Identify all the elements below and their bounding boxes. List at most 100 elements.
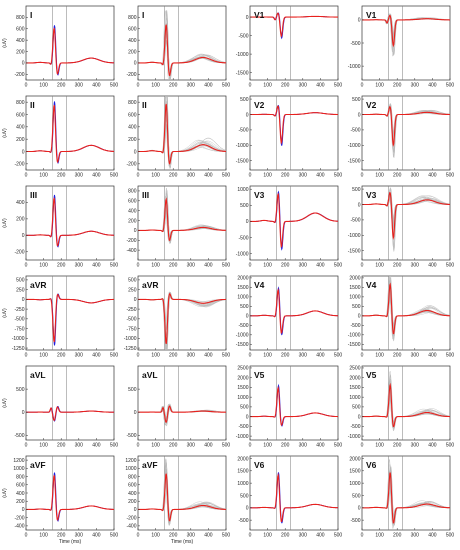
trace-group bbox=[362, 102, 450, 159]
x-tick-label: 0 bbox=[249, 83, 252, 89]
trace-group bbox=[250, 286, 338, 336]
x-tick-label: 200 bbox=[393, 353, 402, 359]
mean-trace-red bbox=[362, 382, 450, 428]
trace-group bbox=[26, 472, 114, 522]
y-tick-label: -500 bbox=[238, 235, 248, 241]
y-tick-label: -1000 bbox=[12, 336, 25, 342]
x-tick-label: 0 bbox=[361, 263, 364, 269]
y-tick-label: -200 bbox=[126, 72, 136, 78]
trace-group bbox=[362, 186, 450, 252]
y-tick-label: 1000 bbox=[13, 466, 24, 472]
mean-trace-red bbox=[250, 105, 338, 145]
y-tick-label: 500 bbox=[16, 387, 25, 393]
lead-label: I bbox=[142, 10, 144, 20]
x-tick-label: 100 bbox=[151, 533, 160, 539]
y-tick-label: 800 bbox=[128, 189, 137, 195]
y-tick-label: 250 bbox=[128, 287, 137, 293]
y-tick-label: 400 bbox=[16, 38, 25, 44]
y-tick-label: 2000 bbox=[349, 456, 360, 462]
y-tick-label: 500 bbox=[352, 97, 361, 103]
x-tick-label: 100 bbox=[39, 83, 48, 89]
lead-label: II bbox=[30, 100, 35, 110]
x-tick-label: 200 bbox=[393, 263, 402, 269]
x-tick-label: 400 bbox=[428, 83, 437, 89]
x-tick-label: 400 bbox=[204, 83, 213, 89]
y-tick-label: 1500 bbox=[237, 469, 248, 475]
y-tick-label: -400 bbox=[126, 524, 136, 530]
x-tick-label: 0 bbox=[137, 263, 140, 269]
trace-group bbox=[362, 370, 450, 432]
y-tick-label: 200 bbox=[16, 499, 25, 505]
y-tick-label: 400 bbox=[16, 200, 25, 206]
mean-trace-red bbox=[250, 192, 338, 249]
panel-aVR-a: aVR -1250 -1000 -750 -500 -250 0 250 500 0 100 200 3… bbox=[2, 275, 118, 359]
y-tick-label: -500 bbox=[14, 433, 24, 439]
x-tick-label: 500 bbox=[334, 83, 343, 89]
x-tick-label: 100 bbox=[375, 263, 384, 269]
y-tick-label: 0 bbox=[358, 112, 361, 118]
y-tick-label: -1000 bbox=[124, 336, 137, 342]
x-tick-label: 400 bbox=[316, 83, 325, 89]
x-tick-label: 300 bbox=[187, 353, 196, 359]
x-tick-label: 400 bbox=[92, 533, 101, 539]
y-tick-label: 2000 bbox=[349, 276, 360, 282]
y-tick-label: -1500 bbox=[236, 342, 249, 348]
x-tick-label: 0 bbox=[249, 443, 252, 449]
y-tick-label: 1000 bbox=[349, 395, 360, 401]
x-tick-label: 500 bbox=[222, 533, 231, 539]
mean-trace-red bbox=[250, 12, 338, 38]
lead-label: V2 bbox=[254, 100, 265, 110]
x-axis-label: Time (ms) bbox=[59, 539, 82, 545]
y-tick-label: 1200 bbox=[13, 458, 24, 464]
x-tick-label: 0 bbox=[25, 263, 28, 269]
trace-group bbox=[26, 101, 114, 164]
y-tick-label: 800 bbox=[16, 474, 25, 480]
y-tick-label: -1000 bbox=[236, 52, 249, 58]
x-tick-label: 500 bbox=[334, 173, 343, 179]
mean-trace-red bbox=[362, 472, 450, 524]
y-tick-label: -400 bbox=[14, 524, 24, 530]
lead-label: V5 bbox=[366, 370, 377, 380]
mean-trace-red bbox=[138, 24, 226, 77]
x-tick-label: 200 bbox=[57, 173, 66, 179]
y-tick-label: 500 bbox=[240, 203, 249, 209]
x-tick-label: 300 bbox=[75, 263, 84, 269]
y-tick-label: 200 bbox=[128, 49, 137, 55]
y-tick-label: -500 bbox=[238, 424, 248, 430]
y-tick-label: 1000 bbox=[237, 295, 248, 301]
y-tick-label: -1000 bbox=[348, 434, 361, 440]
y-tick-label: 600 bbox=[128, 27, 137, 33]
y-tick-label: -500 bbox=[238, 323, 248, 329]
y-tick-label: 0 bbox=[246, 414, 249, 420]
lead-label: aVL bbox=[142, 370, 158, 380]
trace-group bbox=[138, 188, 226, 245]
x-tick-label: 200 bbox=[169, 533, 178, 539]
x-tick-label: 100 bbox=[39, 173, 48, 179]
x-tick-label: 300 bbox=[299, 353, 308, 359]
x-tick-label: 300 bbox=[299, 533, 308, 539]
y-tick-label: 0 bbox=[246, 314, 249, 320]
x-tick-label: 200 bbox=[169, 173, 178, 179]
y-tick-label: 0 bbox=[22, 61, 25, 67]
y-axis-label: (uV) bbox=[2, 38, 8, 48]
y-tick-label: 0 bbox=[134, 410, 137, 416]
panel-V3-b: V3 -1500 -1000 -500 0 500 0 100 200 300 400 500 bbox=[348, 185, 454, 269]
lead-label: aVF bbox=[30, 460, 46, 470]
lead-label: aVL bbox=[30, 370, 46, 380]
x-tick-label: 0 bbox=[137, 83, 140, 89]
x-tick-label: 200 bbox=[57, 353, 66, 359]
y-tick-label: 250 bbox=[16, 287, 25, 293]
y-tick-label: 2500 bbox=[237, 366, 248, 372]
y-tick-label: -250 bbox=[126, 307, 136, 313]
y-tick-label: -200 bbox=[14, 72, 24, 78]
y-tick-label: -1000 bbox=[236, 143, 249, 149]
y-tick-label: 400 bbox=[128, 125, 137, 131]
x-tick-label: 500 bbox=[334, 533, 343, 539]
x-tick-label: 300 bbox=[299, 83, 308, 89]
mean-trace-red bbox=[26, 475, 114, 521]
x-tick-label: 0 bbox=[249, 263, 252, 269]
y-tick-label: 400 bbox=[128, 38, 137, 44]
mean-trace-red bbox=[362, 14, 450, 48]
x-tick-label: 0 bbox=[249, 533, 252, 539]
